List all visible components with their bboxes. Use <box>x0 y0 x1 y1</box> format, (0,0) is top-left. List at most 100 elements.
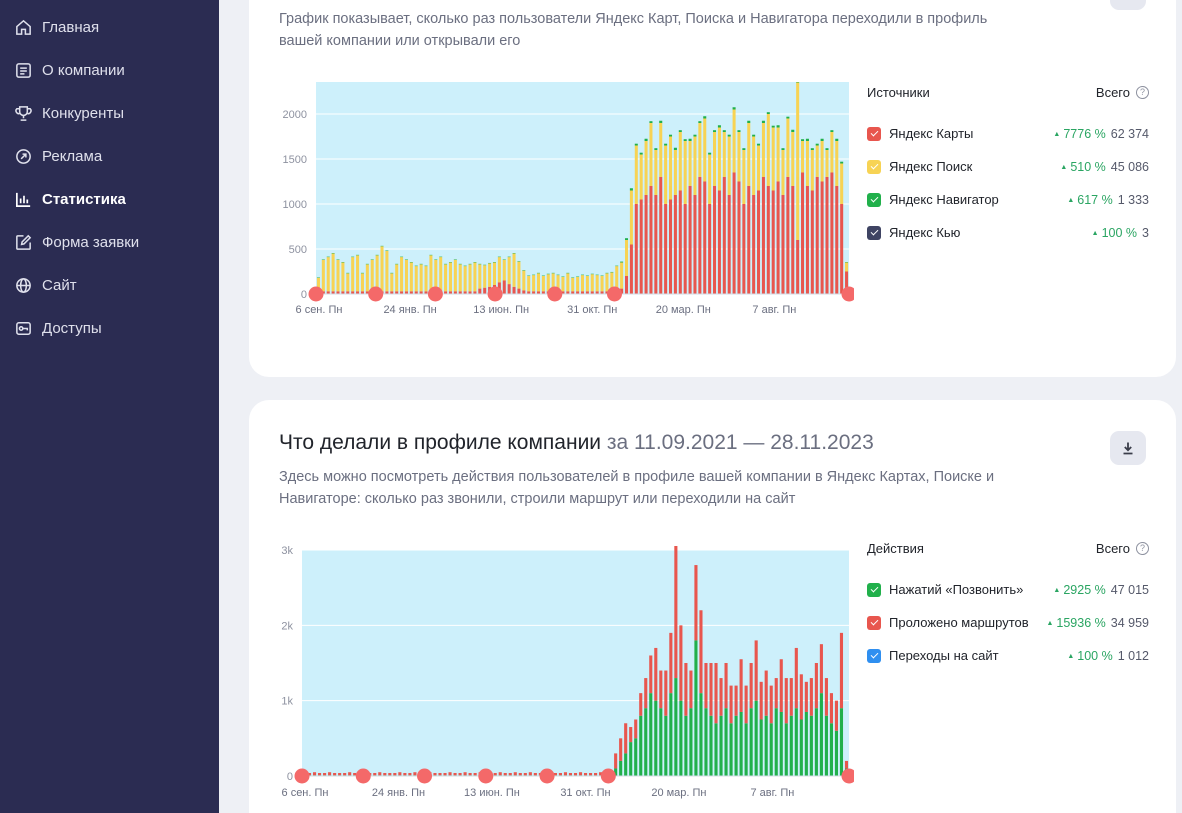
legend-item-yandex-q[interactable]: Яндекс Кью 100 % 3 <box>867 216 1149 249</box>
bar-segment <box>703 118 707 182</box>
bar-segment <box>624 238 629 240</box>
bar-segment <box>722 130 726 132</box>
bar-segment <box>834 730 839 776</box>
bar-segment <box>757 190 761 294</box>
bar-segment <box>810 148 814 150</box>
legend-item-routes[interactable]: Проложено маршрутов 15936 % 34 959 <box>867 606 1149 639</box>
legend-item-name: Нажатий «Позвонить» <box>889 582 1024 597</box>
help-icon[interactable]: ? <box>1136 541 1149 555</box>
y-tick-label: 1000 <box>283 199 307 211</box>
y-tick-label: 1k <box>281 696 293 708</box>
event-marker[interactable] <box>417 768 433 784</box>
bar-segment <box>561 276 565 292</box>
bar-segment <box>713 130 717 132</box>
checkbox-icon[interactable] <box>867 582 881 597</box>
event-marker[interactable] <box>600 768 616 784</box>
bar-segment <box>754 700 758 776</box>
bar-segment <box>704 708 708 776</box>
bar-segment <box>659 708 663 776</box>
bar-segment <box>824 678 828 716</box>
y-tick-label: 500 <box>289 244 307 256</box>
bar-segment <box>794 647 798 709</box>
event-marker[interactable] <box>539 768 555 784</box>
bar-segment <box>356 291 360 294</box>
y-tick-label: 0 <box>301 289 307 301</box>
bar-segment <box>463 266 467 292</box>
legend-item-yandex-search[interactable]: Яндекс Поиск 510 % 45 086 <box>867 150 1149 183</box>
legend-item-calls[interactable]: Нажатий «Позвонить» 2925 % 47 015 <box>867 573 1149 606</box>
legend-item-yandex-maps[interactable]: Яндекс Карты 7776 % 62 374 <box>867 117 1149 150</box>
legend-item-name: Переходы на сайт <box>889 648 999 663</box>
event-marker[interactable] <box>308 286 324 302</box>
bar-segment <box>708 204 712 294</box>
bar-segment <box>585 291 589 294</box>
bar-segment <box>830 132 834 173</box>
bar-segment <box>348 772 352 776</box>
bar-segment <box>703 181 707 294</box>
event-marker[interactable] <box>294 768 310 784</box>
bar-segment <box>739 659 743 712</box>
bar-segment <box>729 723 733 776</box>
event-marker[interactable] <box>427 286 443 302</box>
bar-segment <box>439 257 443 292</box>
help-icon[interactable]: ? <box>1136 85 1149 99</box>
checkbox-icon[interactable] <box>867 159 881 174</box>
event-marker[interactable] <box>355 768 371 784</box>
legend-item-yandex-navigator[interactable]: Яндекс Навигатор 617 % 1 333 <box>867 183 1149 216</box>
bar-segment <box>578 772 583 776</box>
bar-segment <box>644 138 648 141</box>
bar-segment <box>502 280 506 294</box>
legend-item-site-visits[interactable]: Переходы на сайт 100 % 1 012 <box>867 639 1149 672</box>
checkbox-icon[interactable] <box>867 648 881 663</box>
sidebar-item-ads[interactable]: Реклама <box>0 135 219 178</box>
bar-segment <box>819 644 823 694</box>
bar-segment <box>709 663 713 716</box>
bar-segment <box>595 291 599 294</box>
bar-segment <box>664 145 668 204</box>
event-marker[interactable] <box>487 286 503 302</box>
event-marker[interactable] <box>547 286 563 302</box>
event-marker[interactable] <box>606 286 622 302</box>
checkbox-icon[interactable] <box>867 126 881 141</box>
sidebar-item-request-form[interactable]: Форма заявки <box>0 221 219 264</box>
sidebar-item-site[interactable]: Сайт <box>0 264 219 307</box>
event-marker[interactable] <box>841 286 855 302</box>
event-marker[interactable] <box>368 286 384 302</box>
sidebar-item-access[interactable]: Доступы <box>0 307 219 350</box>
download-button[interactable] <box>1110 0 1146 10</box>
checkbox-icon[interactable] <box>867 192 881 207</box>
bar-segment <box>634 204 638 294</box>
bar-segment <box>365 264 369 292</box>
sidebar-item-statistics[interactable]: Статистика <box>0 178 219 221</box>
bar-segment <box>820 141 824 182</box>
bar-segment <box>804 681 808 712</box>
bar-segment <box>594 772 598 776</box>
bar-segment <box>781 148 785 150</box>
sidebar-item-label: Доступы <box>42 320 102 337</box>
bar-segment <box>649 186 653 294</box>
bar-segment <box>737 130 741 132</box>
bar-segment <box>799 674 803 720</box>
download-button[interactable] <box>1110 431 1146 465</box>
bar-segment <box>689 708 693 776</box>
y-tick-label: 3k <box>281 546 293 557</box>
bar-segment <box>699 693 703 776</box>
sidebar-item-competitors[interactable]: Конкуренты <box>0 92 219 135</box>
bar-segment <box>809 678 813 716</box>
legend-item-name: Проложено маршрутов <box>889 615 1029 630</box>
event-marker[interactable] <box>478 768 494 784</box>
event-marker[interactable] <box>841 768 855 784</box>
sidebar-item-home[interactable]: Главная <box>0 6 219 49</box>
bar-segment <box>693 134 697 137</box>
bar-segment <box>810 190 814 294</box>
checkbox-icon[interactable] <box>867 225 881 240</box>
bar-segment <box>517 261 521 289</box>
bar-segment <box>458 772 462 776</box>
bar-segment <box>414 291 418 294</box>
sidebar-item-about[interactable]: О компании <box>0 49 219 92</box>
x-tick-label: 31 окт. Пн <box>567 304 617 316</box>
bar-segment <box>444 264 448 292</box>
checkbox-icon[interactable] <box>867 615 881 630</box>
bar-segment <box>779 711 783 776</box>
